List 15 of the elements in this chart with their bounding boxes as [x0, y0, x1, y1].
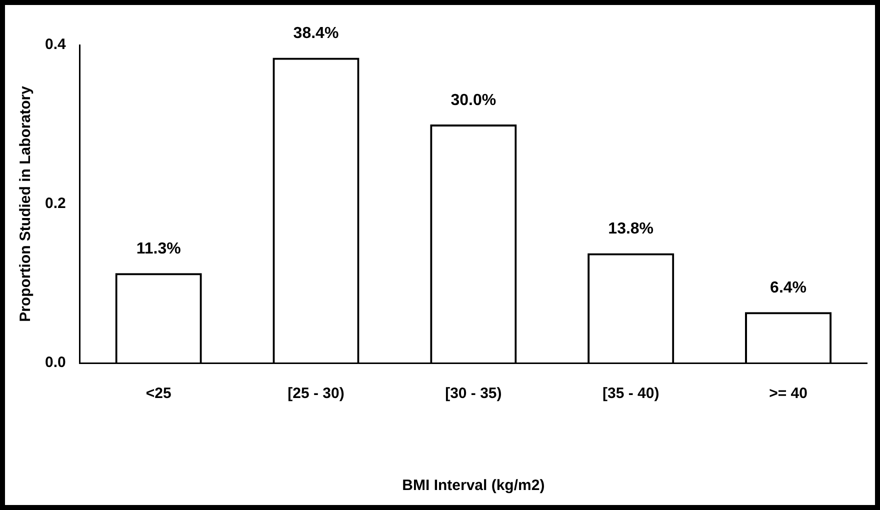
- x-tick-label: [30 - 35): [445, 385, 502, 402]
- data-label: 38.4%: [293, 25, 339, 42]
- x-tick-label: >= 40: [769, 385, 808, 402]
- y-tick-label: 0.4: [44, 36, 66, 54]
- y-tick-label: 0.0: [44, 354, 66, 372]
- y-axis-title: Proportion Studied in Laboratory: [17, 85, 34, 322]
- data-label: 6.4%: [770, 280, 807, 297]
- x-tick-label: [25 - 30): [288, 385, 344, 402]
- data-label: 11.3%: [136, 240, 181, 258]
- x-tick-label: <25: [146, 385, 172, 402]
- y-tick-label: 0.2: [44, 195, 66, 212]
- x-tick-label: [35 - 40): [602, 385, 660, 402]
- x-axis-title: BMI Interval (kg/m2): [402, 477, 545, 494]
- data-label: 30.0%: [450, 92, 496, 109]
- data-label: 13.8%: [608, 220, 654, 238]
